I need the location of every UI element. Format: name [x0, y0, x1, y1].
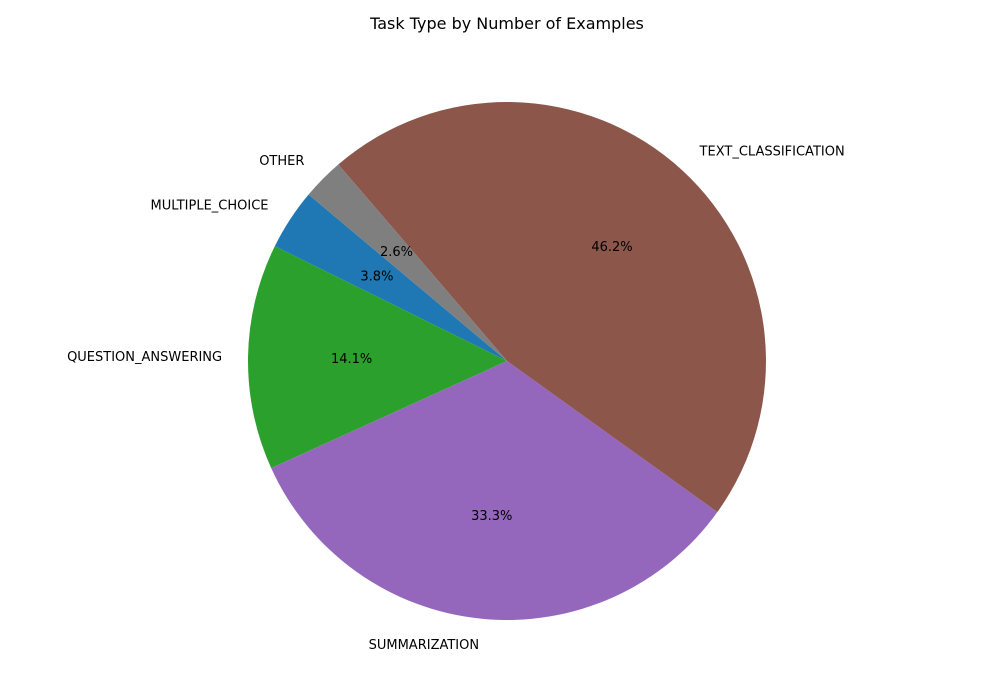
slice-label-multiple-choice: MULTIPLE_CHOICE [151, 199, 269, 214]
slice-label-summarization: SUMMARIZATION [369, 638, 479, 653]
slice-summarization [271, 361, 718, 620]
slice-multiple-choice [274, 194, 507, 361]
slice-label-other: OTHER [259, 154, 304, 169]
slice-question-answering [248, 246, 508, 469]
slice-label-text-classification: TEXT_CLASSIFICATION [699, 145, 845, 160]
chart-title: Task Type by Number of Examples [369, 14, 644, 33]
slice-other [308, 164, 507, 361]
percent-label-summarization: 33.3% [471, 509, 512, 524]
percent-label-text-classification: 46.2% [591, 240, 632, 255]
percent-label-other: 2.6% [380, 245, 413, 260]
pie-slices [248, 102, 766, 620]
slice-label-question-answering: QUESTION_ANSWERING [67, 350, 222, 365]
percent-label-multiple-choice: 3.8% [360, 270, 393, 285]
percent-label-question-answering: 14.1% [331, 352, 372, 367]
slice-text-classification [338, 102, 766, 513]
pie-labels: MULTIPLE_CHOICE 3.8% QUESTION_ANSWERING 14.… [67, 145, 845, 654]
